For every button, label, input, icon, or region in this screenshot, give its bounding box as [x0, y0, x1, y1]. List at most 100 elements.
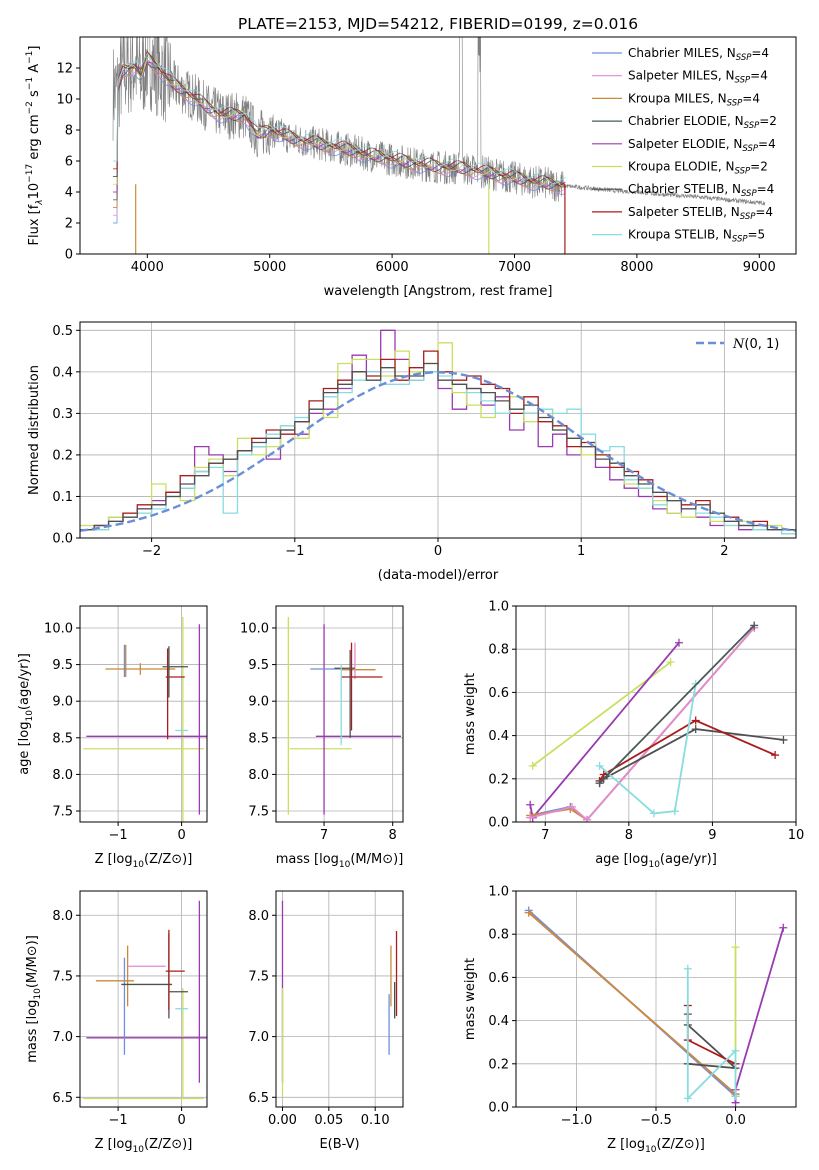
x-tick-label: 8: [625, 828, 633, 843]
legend-n: =4: [757, 182, 775, 196]
y-axis-label-part: s: [27, 90, 42, 101]
x-tick-label: 2: [720, 544, 728, 559]
mass-weight-point: [771, 751, 780, 760]
x-axis-label: wavelength [Angstrom, rest frame]: [324, 284, 553, 299]
legend-label: Chabrier MILES, N: [628, 46, 736, 60]
legend-n: =4: [750, 69, 768, 83]
y-axis-label-sup: −1: [25, 77, 35, 90]
mass-weight-point: [670, 807, 679, 816]
y-axis-label-sup: −1: [25, 51, 35, 64]
axes-frame: [515, 605, 797, 823]
legend-entry: Chabrier STELIB, NSSP=4: [628, 182, 774, 199]
legend-sub: SSP: [741, 189, 757, 199]
mass-weight-point: [731, 1092, 740, 1101]
mass-weight-line: [599, 683, 697, 815]
spectrum-model-line: [113, 58, 566, 216]
legend-label: Salpeter STELIB, N: [628, 205, 740, 219]
y-tick-label: 8: [65, 124, 73, 139]
axes-frame: [275, 890, 404, 1108]
y-axis-label-sub: 10: [33, 988, 43, 1000]
x-axis-label-sub: 10: [339, 860, 351, 870]
legend-n: =4: [758, 137, 776, 151]
ticks: 7 8 9 10 0.0 0.2 0.4 0.6 0.8 1.0: [488, 600, 804, 844]
x-tick-label: 7: [320, 828, 328, 843]
y-tick-label: 0.6: [488, 686, 509, 701]
x-axis-label-part: (Z/Z⊙)]: [144, 852, 192, 867]
y-tick-label: 8.0: [52, 909, 73, 924]
legend-n: =4: [751, 46, 769, 60]
x-tick-label: 0.05: [314, 1113, 343, 1128]
y-axis-label-part: Flux [f: [27, 204, 42, 245]
y-tick-label: 0.0: [488, 1101, 509, 1116]
x-axis-label-part: (Z/Z⊙)]: [144, 1137, 192, 1152]
plot-area: [281, 900, 398, 1098]
plot-area: [287, 616, 401, 815]
y-tick-label: 1.0: [488, 600, 509, 615]
y-tick-label: 8.0: [248, 768, 269, 783]
spectrum-model-line: [113, 50, 566, 186]
y-tick-label: 4: [65, 186, 73, 201]
y-axis-label-part: (age/yr)]: [17, 653, 32, 710]
x-tick-label: 0: [434, 544, 442, 559]
x-tick-label: 7: [541, 828, 549, 843]
plot-area: [524, 906, 788, 1107]
legend-label: Kroupa ELODIE, N: [628, 160, 735, 174]
y-tick-label: 8.5: [52, 731, 73, 746]
x-tick-label: 10: [788, 828, 805, 843]
y-tick-label: 12: [56, 62, 73, 77]
legend-label: Kroupa STELIB, N: [628, 228, 732, 242]
y-tick-label: 0.3: [52, 407, 73, 422]
legend-sub: SSP: [740, 212, 756, 222]
ticks: −1.0 −0.5 0.0 0.0 0.2 0.4 0.6 0.8 1.0: [488, 885, 746, 1129]
legend-entry: Kroupa MILES, NSSP=4: [628, 91, 760, 108]
y-axis-label: mass weight: [463, 958, 478, 1040]
y-tick-label: 7.5: [248, 969, 269, 984]
mass-weight-line: [530, 627, 755, 822]
mass-weight-line: [529, 642, 680, 820]
mass-weight-point: [750, 621, 759, 630]
y-tick-label: 9.0: [52, 695, 73, 710]
ticks: 0.00 0.05 0.10 6.5 7.0 7.5 8.0: [248, 909, 389, 1128]
mass-weight-point: [779, 735, 788, 744]
legend-sub: SSP: [744, 121, 760, 131]
y-tick-label: 0.2: [52, 448, 73, 463]
mass-vs-ebv-panel: 0.00 0.05 0.10 6.5 7.0 7.5 8.0 E(B-V): [248, 890, 404, 1152]
mass-weight-line: [528, 911, 737, 1095]
x-tick-label: 0: [177, 828, 185, 843]
mass-weight-point: [683, 964, 692, 973]
mass-weight-line: [598, 719, 776, 782]
x-axis-label-part: Z [log: [607, 1137, 645, 1152]
x-tick-label: −2: [142, 544, 161, 559]
legend-n: =5: [748, 228, 766, 242]
y-axis-label-part: ]: [27, 46, 42, 51]
y-tick-label: 8.5: [248, 731, 269, 746]
mass-weight-point: [528, 761, 537, 770]
x-axis-label-part: age [log: [595, 852, 648, 867]
legend-n: =4: [755, 205, 773, 219]
y-axis-label-part: age [log: [17, 722, 32, 775]
grid: [516, 890, 796, 1108]
ticks: −1 0 7.5 8.0 8.5 9.0 9.5 10.0: [44, 621, 186, 843]
grid: [516, 605, 797, 823]
y-axis-label: mass [log10(M/M⊙)]: [25, 935, 43, 1063]
y-tick-label: 0.4: [52, 365, 73, 380]
mass-vs-metallicity-panel: −1 06.57.07.58.0Z [log10(Z/Z⊙)]mass [log1…: [25, 890, 208, 1155]
mass-weight-point: [691, 725, 700, 734]
mass-weight-line: [530, 627, 755, 821]
legend-label: Kroupa MILES, N: [628, 91, 727, 105]
spectrum-model-line: [113, 52, 566, 184]
x-tick-label: 0: [177, 1113, 185, 1128]
x-tick-label: −0.5: [640, 1113, 672, 1128]
x-tick-label: −1: [109, 828, 128, 843]
mass-weight-vs-metallicity-panel: −1.0 −0.5 0.0 0.0 0.2 0.4 0.6 0.8 1.0 Z [log10(Z/…: [463, 885, 797, 1155]
mass-weight-point: [649, 809, 658, 818]
y-tick-label: 7.5: [52, 805, 73, 820]
age-vs-mass-panel: 7 8 7.5 8.0 8.5 9.0 9.5 10.0 mass [log10(M/M⊙)]: [240, 605, 404, 870]
mass-weight-point: [674, 638, 683, 647]
x-axis-label-part: Z [log: [95, 1137, 133, 1152]
y-tick-label: 0.6: [488, 971, 509, 986]
x-tick-label: −1: [285, 544, 304, 559]
mass-weight-line: [686, 1005, 736, 1065]
legend-sub: SSP: [735, 167, 751, 177]
